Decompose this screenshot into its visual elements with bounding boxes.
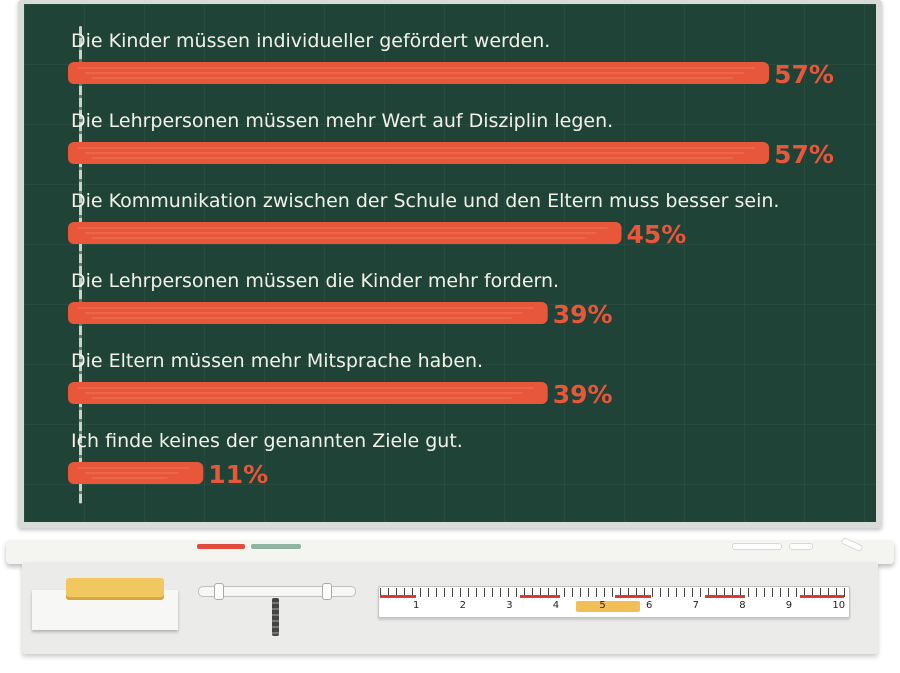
ruler-number: 10: [832, 600, 846, 611]
ruler-red-mark: [520, 595, 560, 598]
ruler-highlight: [576, 601, 640, 612]
slider-knob-left: [214, 583, 224, 600]
slider-icon: [198, 586, 356, 597]
ruler-number: 8: [739, 600, 746, 611]
bar: [68, 462, 204, 484]
bar: [68, 382, 548, 404]
bar-label: Die Eltern müssen mehr Mitsprache haben.: [71, 350, 483, 372]
green-chalk-icon: [251, 544, 301, 549]
white-chalk-icon: [790, 544, 812, 549]
bar: [68, 62, 770, 84]
bar-value-label: 57%: [774, 140, 834, 169]
bar: [68, 142, 770, 164]
sponge-icon: [66, 578, 164, 600]
bar-chart: Die Kinder müssen individueller geförder…: [68, 30, 834, 489]
ruler-red-mark: [800, 595, 844, 598]
slider-knob-right: [322, 583, 332, 600]
red-chalk-icon: [197, 544, 245, 549]
bar-label: Ich finde keines der genannten Ziele gut…: [71, 430, 463, 452]
ruler-red-mark: [380, 595, 416, 598]
ruler-number: 3: [506, 600, 513, 611]
bar-label: Die Lehrpersonen müssen die Kinder mehr …: [71, 270, 559, 292]
ruler-number: 6: [646, 600, 653, 611]
bar-label: Die Kommunikation zwischen der Schule un…: [71, 190, 779, 212]
bar: [68, 302, 548, 324]
bar-value-label: 57%: [774, 60, 834, 89]
slider-stem: [272, 598, 279, 636]
bar-value-label: 11%: [208, 460, 268, 489]
ruler-number: 7: [692, 600, 699, 611]
chalk-margin-line: [79, 26, 82, 504]
ruler-number: 1: [413, 600, 420, 611]
bar-value-label: 45%: [627, 220, 687, 249]
ruler-red-mark: [615, 595, 651, 598]
white-chalk-icon: [733, 544, 781, 549]
bar-label: Die Kinder müssen individueller geförder…: [71, 30, 550, 52]
chalkboard: Die Kinder müssen individueller geförder…: [24, 4, 876, 522]
ruler-number: 5: [599, 600, 606, 611]
ruler-red-mark: [705, 595, 745, 598]
bar: [68, 222, 622, 244]
ruler-number: 4: [552, 600, 560, 611]
ruler-ticks: [380, 588, 846, 597]
bar-value-label: 39%: [553, 300, 613, 329]
ruler-number: 9: [785, 600, 793, 611]
bar-value-label: 39%: [553, 380, 613, 409]
bar-label: Die Lehrpersonen müssen mehr Wert auf Di…: [71, 110, 613, 132]
ruler-number: 2: [459, 600, 466, 611]
